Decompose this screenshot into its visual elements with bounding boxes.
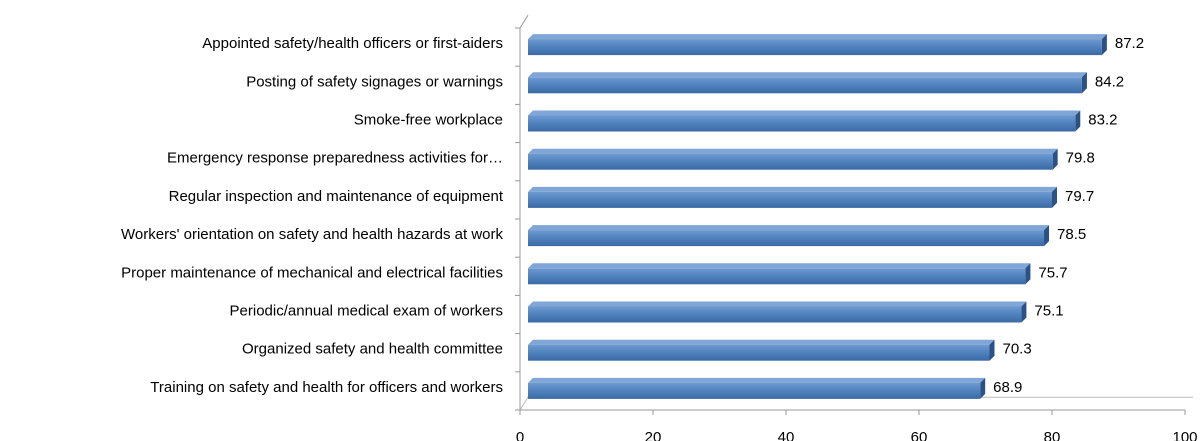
bar-side [1081, 72, 1087, 94]
bar [528, 377, 986, 399]
bar-top [528, 148, 1058, 154]
bar-front [528, 77, 1082, 94]
value-label: 87.2 [1115, 35, 1144, 52]
y-tick-label: Emergency response preparedness activiti… [167, 150, 503, 167]
bar-front [528, 115, 1076, 132]
value-label: 75.1 [1034, 302, 1063, 319]
value-label: 79.7 [1065, 188, 1094, 205]
bar-front [528, 153, 1053, 170]
bar-side [1052, 186, 1058, 208]
bar-front [528, 191, 1053, 208]
value-label: 70.3 [1002, 341, 1031, 358]
value-label: 78.5 [1057, 226, 1086, 243]
bar [528, 339, 995, 361]
value-label: 75.7 [1038, 264, 1067, 281]
bar-top [528, 339, 995, 345]
bar-top [528, 225, 1050, 231]
x-tick-label: 100 [1172, 429, 1197, 441]
bar-top [528, 377, 986, 383]
bar [528, 34, 1107, 56]
bar-top [528, 263, 1031, 269]
y-axis [519, 14, 529, 410]
bar-front [528, 39, 1102, 56]
bar-front [528, 344, 990, 361]
bar [528, 225, 1050, 247]
bar-side [1044, 225, 1050, 247]
x-tick-label: 60 [911, 429, 928, 441]
bar [528, 186, 1058, 208]
y-tick-label: Posting of safety signages or warnings [246, 73, 503, 90]
bar-top [528, 301, 1027, 307]
bar [528, 72, 1087, 94]
x-tick-label: 20 [645, 429, 662, 441]
y-tick-label: Organized safety and health committee [242, 341, 503, 358]
bar-top [528, 34, 1107, 40]
x-axis [519, 396, 1193, 411]
bar-side [1025, 263, 1031, 285]
bar-side [989, 339, 995, 361]
value-label: 68.9 [993, 379, 1022, 396]
y-tick-label: Appointed safety/health officers or firs… [202, 35, 503, 52]
y-tick-label: Periodic/annual medical exam of workers [230, 302, 503, 319]
value-label: 83.2 [1088, 111, 1117, 128]
x-tick-label: 80 [1044, 429, 1061, 441]
bar-side [1101, 34, 1107, 56]
bar-top [528, 72, 1087, 78]
value-label: 79.8 [1066, 150, 1095, 167]
bar-front [528, 382, 981, 399]
bar-front [528, 230, 1045, 247]
bar [528, 263, 1031, 285]
bar-front [528, 306, 1022, 323]
y-tick-label: Training on safety and health for office… [150, 379, 503, 396]
y-tick-label: Smoke-free workplace [354, 111, 503, 128]
y-tick-label: Workers' orientation on safety and healt… [121, 226, 503, 243]
y-tick-label: Proper maintenance of mechanical and ele… [121, 264, 503, 281]
x-tick-label: 40 [778, 429, 795, 441]
bar-top [528, 110, 1081, 116]
bar [528, 301, 1027, 323]
y-tick-label: Regular inspection and maintenance of eq… [169, 188, 504, 205]
bar-front [528, 268, 1026, 285]
bar-side [1052, 148, 1058, 170]
x-tick-label: 0 [516, 429, 524, 441]
bar-side [980, 377, 986, 399]
value-label: 84.2 [1095, 73, 1124, 90]
bar-side [1075, 110, 1081, 132]
bar-top [528, 186, 1058, 192]
bar [528, 110, 1081, 132]
bar [528, 148, 1058, 170]
bar-side [1021, 301, 1027, 323]
